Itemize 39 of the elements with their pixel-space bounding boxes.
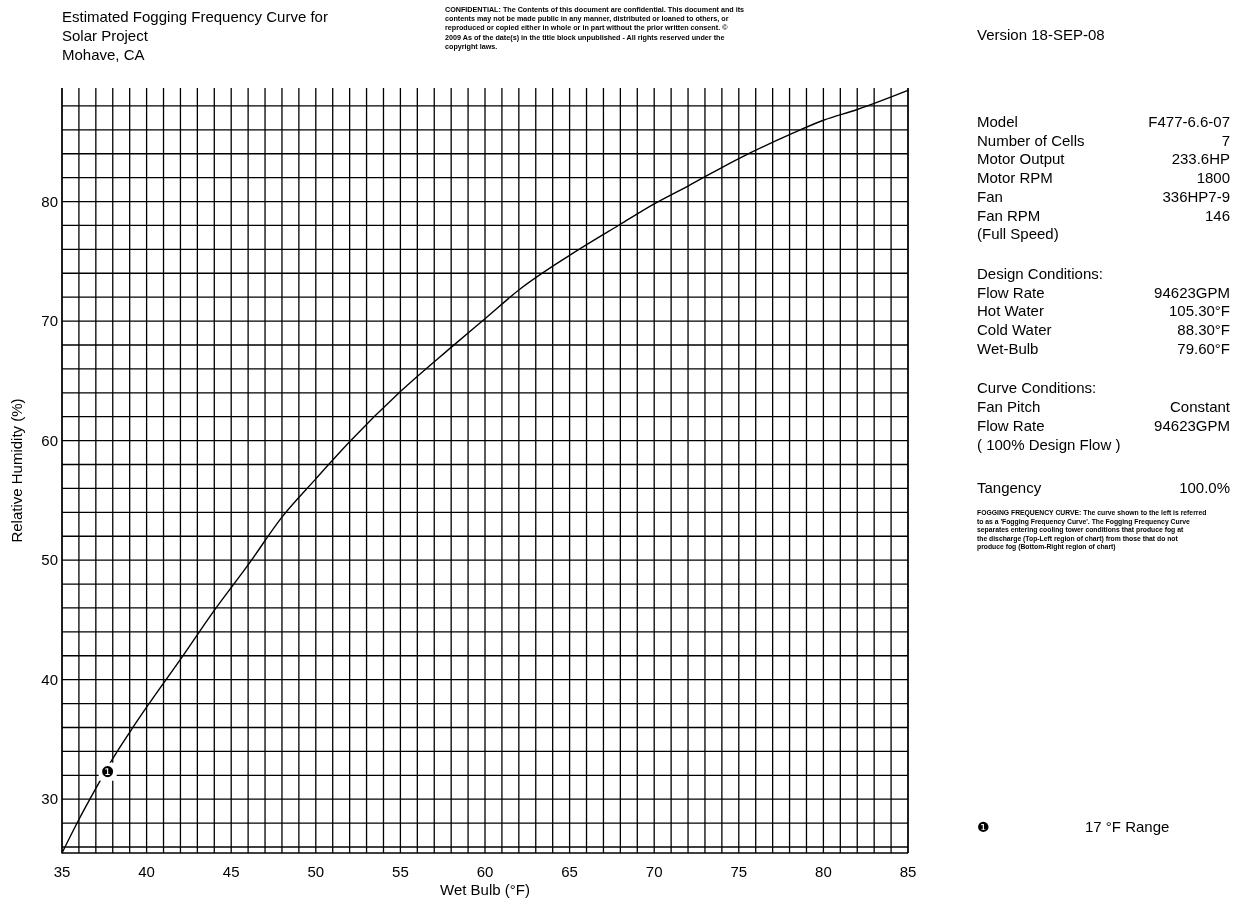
text: Flow Rate 94623GPM [977,416,1230,434]
text: Fan 336HP7-9 [977,187,1230,205]
y-tick-label: 40 [41,670,58,688]
text: Version 18-SEP-08 [977,26,1105,43]
x-tick-label: 80 [815,863,832,880]
x-tick-label: 85 [899,863,917,880]
text: Tangency 100.0% [977,479,1230,496]
chart-title: Estimated Fogging Frequency Curve for Solar Project Mohave, CA [62,8,328,63]
x-axis-title: Wet Bulb (°F) [440,881,530,898]
text: (Full Speed) [977,225,1059,243]
text: Wet-Bulb 79.60°F [977,339,1230,357]
y-tick-label: 50 [41,551,58,569]
text: Cold Water 88.30°F [977,321,1230,338]
y-tick-label: 80 [41,192,58,210]
text: ❶ 17 °F Range [977,818,1170,835]
text: Curve Conditions: [977,379,1097,397]
text: Design Conditions: [977,264,1103,282]
x-tick-label: 65 [561,863,578,880]
x-tick-label: 35 [53,863,71,880]
text: Model F477-6.6-07 [977,113,1230,130]
text: Motor RPM 1800 [977,169,1230,187]
y-tick-label: 70 [41,312,58,330]
x-tick-label: 45 [222,863,240,880]
x-tick-label: 40 [138,863,155,880]
x-tick-label: 55 [392,863,409,880]
x-tick-label: 70 [645,863,663,880]
text: ( 100% Design Flow ) [977,435,1121,453]
text: Motor Output 233.6HP [977,150,1230,168]
x-tick-label: 50 [307,863,325,880]
text: Fan Pitch Constant [977,398,1230,416]
x-tick-label: 75 [730,863,748,880]
x-tick-label: 60 [476,863,494,880]
text: Number of Cells 7 [977,131,1230,149]
y-tick-label: 30 [41,790,58,808]
text: Fan RPM 146 [977,206,1230,224]
text: Hot Water 105.30°F [977,302,1230,320]
y-tick-label: 60 [41,431,58,449]
y-axis-title: Relative Humidity (%) [8,398,25,543]
text: Flow Rate 94623GPM [977,283,1230,301]
